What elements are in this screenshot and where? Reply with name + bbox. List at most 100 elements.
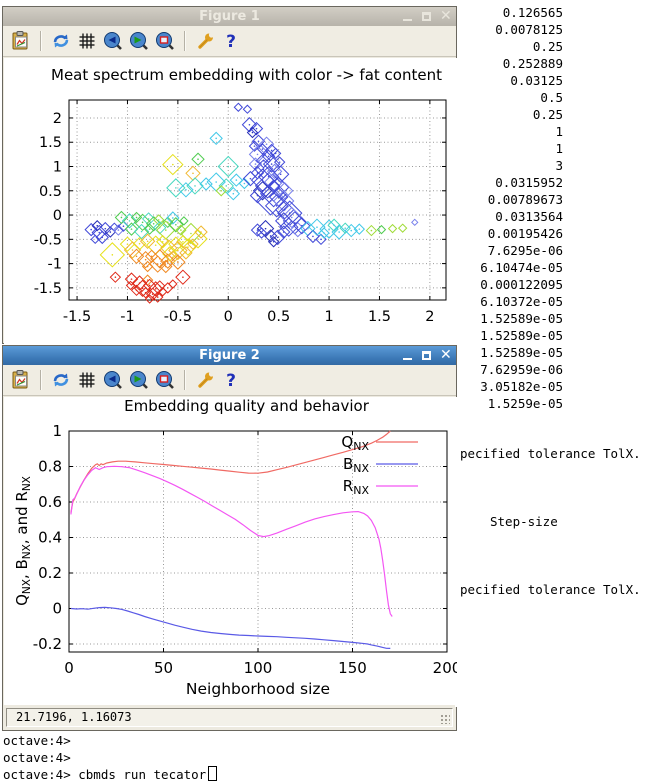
toolbar-separator (184, 370, 186, 390)
zoom-previous-button[interactable] (100, 28, 126, 54)
export-figure-button[interactable] (8, 367, 34, 393)
scatter-marker (168, 217, 184, 233)
terminal-prompt-line[interactable]: octave:4> cbmds run tecator (3, 766, 218, 783)
scatter-marker (327, 218, 341, 232)
resize-grip[interactable] (439, 713, 450, 724)
svg-text:?: ? (226, 32, 236, 52)
toggle-grid-icon (79, 372, 95, 388)
scatter-marker (139, 287, 152, 299)
scatter-marker (168, 240, 188, 261)
export-figure-button[interactable] (8, 28, 34, 54)
series-line-RNX (70, 465, 393, 617)
x-tick-label: 50 (154, 659, 173, 677)
scatter-marker (84, 222, 98, 237)
scatter-marker (267, 236, 280, 248)
refresh-button[interactable] (48, 367, 74, 393)
x-tick-label: 0 (64, 659, 74, 677)
toggle-grid-button[interactable] (74, 367, 100, 393)
scatter-marker (254, 173, 281, 199)
zoom-previous-button[interactable] (100, 367, 126, 393)
minimize-button[interactable] (402, 11, 413, 22)
figure1-plot-title: Meat spectrum embedding with color -> fa… (51, 66, 442, 84)
scatter-marker (199, 177, 213, 191)
maximize-button[interactable] (421, 350, 432, 361)
configure-button[interactable] (192, 367, 218, 393)
scatter-marker (143, 223, 156, 235)
terminal-output-line: 0.00195426 (487, 226, 563, 241)
scatter-marker (179, 216, 189, 226)
help-button[interactable]: ? (218, 28, 244, 54)
maximize-button[interactable] (421, 11, 432, 22)
toggle-grid-button[interactable] (74, 28, 100, 54)
scatter-marker (250, 223, 265, 237)
y-tick-label: 0.6 (38, 493, 62, 511)
zoom-next-button[interactable] (126, 28, 152, 54)
scatter-marker (249, 121, 264, 136)
figure2-toolbar: ? (3, 365, 456, 396)
scatter-marker (162, 216, 174, 229)
scatter-marker (226, 186, 241, 201)
terminal-message-line: Step-size (490, 514, 558, 529)
scatter-marker (262, 155, 281, 173)
terminal-prompt-area[interactable]: octave:4> octave:4> octave:4> cbmds run te… (3, 732, 218, 783)
scatter-marker (266, 163, 283, 180)
legend-label: QNX (341, 433, 369, 453)
meat-spectrum-scatter-plot[interactable]: -1.5 -1 -0.5 0 0.5 1 1.5 2 -1.5 -1 -0.5 0 0.5 1 1.5 2 (4, 58, 457, 344)
toolbar-separator (40, 370, 42, 390)
terminal-output-line: 1 (555, 141, 563, 156)
configure-icon (198, 32, 215, 49)
scatter-marker (411, 218, 419, 227)
help-icon: ? (226, 32, 236, 52)
scatter-marker (353, 223, 366, 235)
terminal-output-line: 0.0315952 (495, 175, 563, 190)
scatter-marker (99, 242, 126, 268)
close-button[interactable]: ✕ (440, 8, 452, 24)
autoscale-button[interactable] (152, 28, 178, 54)
x-axis-label: Neighborhood size (185, 680, 331, 698)
y-tick-label: -0.5 (34, 232, 62, 248)
scatter-marker (179, 246, 193, 260)
close-button[interactable]: ✕ (440, 347, 452, 363)
figure1-titlebar[interactable]: Figure 1 ✕ (3, 7, 456, 26)
configure-button[interactable] (192, 28, 218, 54)
help-button[interactable]: ? (218, 367, 244, 393)
terminal-output-line: 0.0078125 (495, 22, 563, 37)
terminal-output-line: 1.52589e-05 (480, 328, 563, 343)
scatter-marker (241, 117, 258, 133)
scatter-marker (306, 229, 320, 244)
scatter-marker (319, 219, 339, 239)
y-tick-label: -0.2 (33, 635, 62, 653)
scatter-marker (187, 238, 199, 250)
y-tick-label: -1 (48, 257, 62, 273)
series-line-QNX (70, 430, 391, 513)
x-tick-label: -0.5 (164, 309, 192, 325)
refresh-button[interactable] (48, 28, 74, 54)
terminal-cursor[interactable] (208, 766, 218, 781)
scatter-marker (166, 178, 186, 198)
scatter-marker (124, 272, 139, 286)
autoscale-icon (156, 32, 174, 50)
scatter-marker (255, 152, 272, 169)
scatter-marker (121, 213, 138, 229)
figure2-plot-canvas[interactable]: Embedding quality and behavior 0 50 100 150… (4, 397, 462, 707)
autoscale-button[interactable] (152, 367, 178, 393)
refresh-icon (53, 34, 69, 48)
zoom-next-button[interactable] (126, 367, 152, 393)
configure-icon (198, 371, 215, 388)
scatter-marker (114, 210, 129, 225)
figure2-window: Figure 2 ✕ ? Embedding quality and behav… (2, 345, 462, 731)
cursor-coordinates: 21.7196, 1.16073 (16, 710, 132, 724)
scatter-marker (308, 218, 326, 236)
terminal-message-line: pecified tolerance TolX. (460, 582, 641, 597)
minimize-button[interactable] (402, 350, 413, 361)
y-tick-label: 0.2 (38, 564, 62, 582)
x-tick-label: 1 (324, 309, 333, 325)
figure1-plot-canvas[interactable]: Meat spectrum embedding with color -> fa… (4, 58, 457, 344)
series-line-BNX (70, 606, 391, 649)
figure2-titlebar[interactable]: Figure 2 ✕ (3, 346, 456, 365)
scatter-marker (125, 280, 136, 291)
scatter-marker (130, 284, 143, 296)
x-tick-label: 2 (425, 309, 434, 325)
y-tick-label: 0.8 (38, 458, 62, 476)
